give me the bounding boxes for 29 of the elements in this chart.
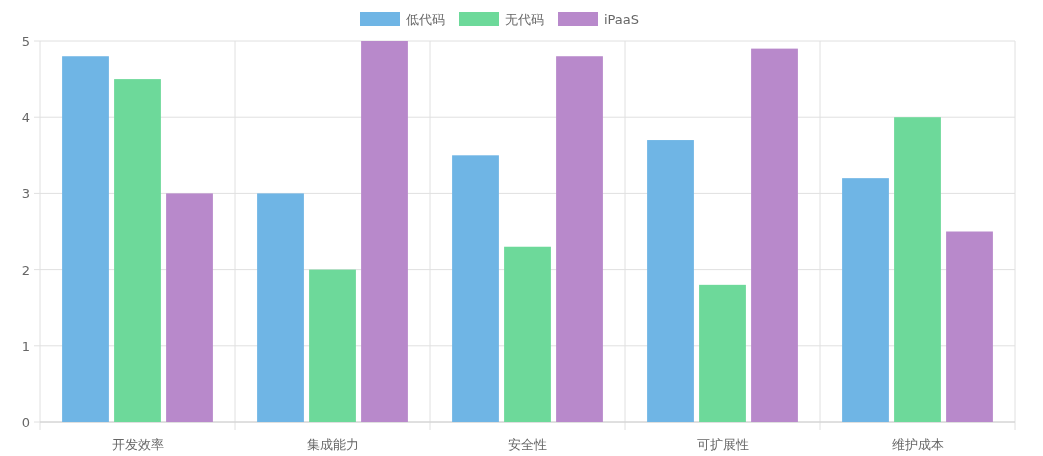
y-tick-label: 0 (21, 415, 30, 430)
y-tick-label: 5 (21, 34, 30, 49)
legend-label: 低代码 (406, 12, 445, 27)
bar (452, 155, 499, 422)
bar (166, 193, 213, 422)
bar (556, 56, 603, 422)
y-tick-label: 1 (21, 338, 30, 354)
bar (751, 48, 798, 422)
legend-label: iPaaS (604, 12, 640, 27)
x-tick-label: 可扩展性 (696, 437, 749, 452)
bar (309, 269, 356, 422)
y-tick-label: 4 (21, 110, 30, 126)
y-tick-label: 2 (21, 262, 30, 278)
bar (699, 284, 746, 422)
legend-label: 无代码 (505, 12, 544, 27)
x-tick-label: 安全性 (508, 437, 547, 452)
bar (647, 140, 694, 422)
bar (504, 246, 551, 422)
bar (842, 178, 889, 422)
y-tick-label: 3 (21, 186, 30, 202)
x-tick-label: 开发效率 (111, 437, 164, 452)
x-tick-label: 维护成本 (891, 437, 944, 452)
bar (257, 193, 304, 422)
bar (361, 41, 408, 422)
bar (114, 79, 161, 422)
x-tick-label: 集成能力 (306, 437, 359, 452)
bar (946, 231, 993, 422)
bar (62, 56, 109, 422)
bar (894, 117, 941, 422)
